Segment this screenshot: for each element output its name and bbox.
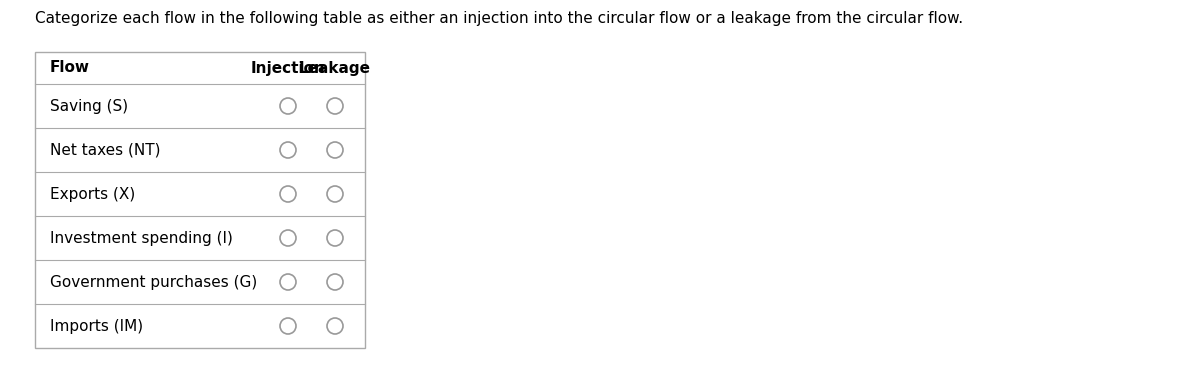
Text: Leakage: Leakage bbox=[299, 61, 371, 76]
Bar bbox=[35, 52, 365, 348]
Circle shape bbox=[280, 142, 296, 158]
Text: Exports (X): Exports (X) bbox=[50, 186, 136, 201]
Circle shape bbox=[326, 230, 343, 246]
Circle shape bbox=[280, 186, 296, 202]
Text: Injection: Injection bbox=[251, 61, 325, 76]
Text: Government purchases (G): Government purchases (G) bbox=[50, 275, 257, 290]
Circle shape bbox=[280, 230, 296, 246]
Circle shape bbox=[280, 274, 296, 290]
Text: Investment spending (I): Investment spending (I) bbox=[50, 230, 233, 246]
Circle shape bbox=[326, 274, 343, 290]
Circle shape bbox=[326, 318, 343, 334]
Text: Flow: Flow bbox=[50, 61, 90, 76]
Circle shape bbox=[280, 318, 296, 334]
Text: Saving (S): Saving (S) bbox=[50, 98, 128, 113]
Circle shape bbox=[326, 142, 343, 158]
Text: Imports (IM): Imports (IM) bbox=[50, 319, 143, 334]
Text: Net taxes (NT): Net taxes (NT) bbox=[50, 142, 161, 157]
Circle shape bbox=[326, 98, 343, 114]
Circle shape bbox=[280, 98, 296, 114]
Circle shape bbox=[326, 186, 343, 202]
Text: Categorize each flow in the following table as either an injection into the circ: Categorize each flow in the following ta… bbox=[35, 11, 964, 25]
